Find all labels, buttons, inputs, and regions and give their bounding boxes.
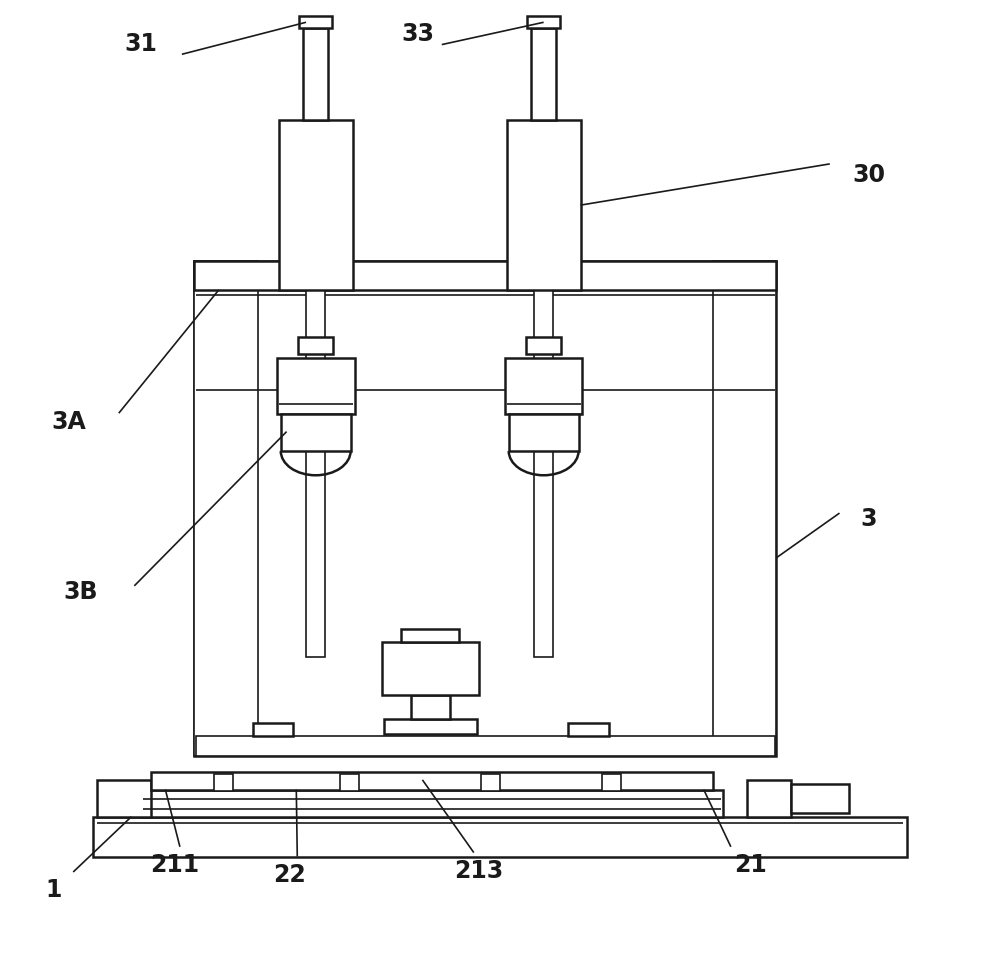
- Bar: [505, 359, 582, 415]
- Bar: [509, 415, 579, 452]
- Bar: [277, 359, 354, 415]
- Bar: [306, 289, 325, 657]
- Bar: [401, 629, 459, 642]
- Bar: [194, 262, 258, 756]
- Bar: [340, 774, 359, 792]
- Bar: [303, 29, 328, 121]
- Bar: [791, 784, 849, 813]
- Text: 31: 31: [125, 32, 158, 55]
- Text: 33: 33: [401, 22, 434, 46]
- Text: 213: 213: [454, 859, 503, 882]
- Bar: [382, 642, 479, 696]
- Bar: [97, 780, 151, 817]
- Bar: [411, 696, 450, 719]
- Bar: [298, 337, 333, 355]
- Text: 21: 21: [734, 853, 767, 876]
- Text: 3B: 3B: [64, 579, 98, 603]
- Bar: [151, 772, 713, 790]
- Text: 211: 211: [150, 853, 200, 876]
- Bar: [713, 262, 776, 756]
- Bar: [507, 121, 581, 291]
- Bar: [214, 774, 233, 792]
- Bar: [194, 262, 776, 756]
- Bar: [526, 337, 561, 355]
- Bar: [299, 17, 332, 29]
- Text: 1: 1: [46, 878, 62, 901]
- Text: 22: 22: [273, 862, 306, 886]
- Bar: [253, 723, 293, 736]
- Bar: [194, 262, 776, 291]
- Bar: [196, 736, 775, 756]
- Bar: [384, 719, 477, 735]
- Bar: [281, 415, 351, 452]
- Bar: [568, 723, 609, 736]
- Bar: [602, 774, 621, 792]
- Text: 3: 3: [860, 507, 877, 530]
- Bar: [747, 780, 791, 817]
- Text: 30: 30: [852, 163, 885, 186]
- Bar: [481, 774, 500, 792]
- Bar: [534, 289, 553, 657]
- Bar: [527, 17, 560, 29]
- Bar: [531, 29, 556, 121]
- Bar: [141, 790, 723, 817]
- Bar: [93, 817, 907, 858]
- Text: 3A: 3A: [51, 410, 86, 433]
- Bar: [279, 121, 353, 291]
